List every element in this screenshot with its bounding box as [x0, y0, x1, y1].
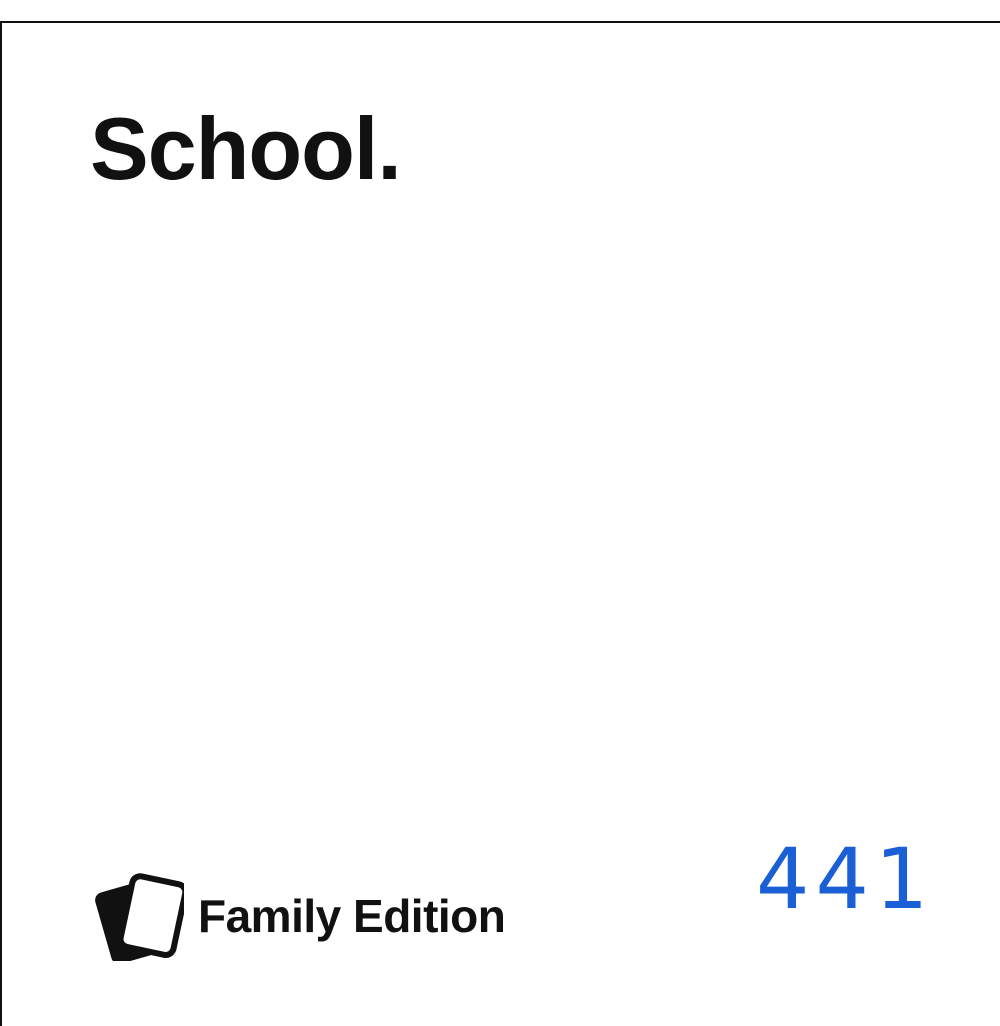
- card-title: School.: [90, 99, 402, 198]
- card: School. Family Edition 441: [0, 21, 1000, 1026]
- card-number: 441: [756, 830, 935, 928]
- cards-icon: [95, 873, 184, 961]
- brand-label: Family Edition: [198, 890, 506, 942]
- brand: Family Edition: [92, 871, 506, 961]
